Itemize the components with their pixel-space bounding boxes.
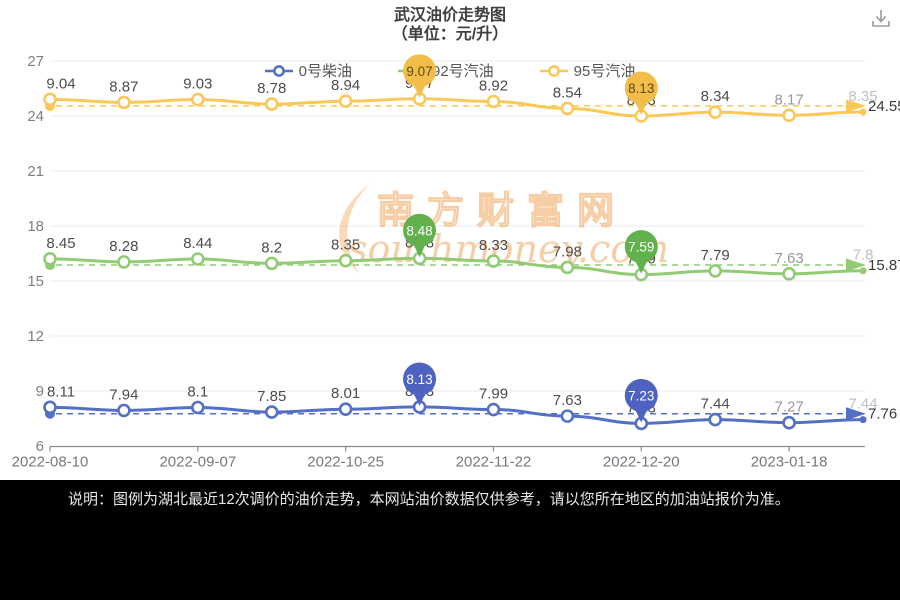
svg-text:8.44: 8.44 xyxy=(183,235,212,252)
svg-text:7.63: 7.63 xyxy=(553,392,582,409)
legend-marker-icon xyxy=(264,64,293,77)
highlight-balloon: 8.13 xyxy=(403,362,437,406)
svg-text:8.34: 8.34 xyxy=(701,88,730,105)
svg-text:8.13: 8.13 xyxy=(406,372,432,387)
svg-text:18: 18 xyxy=(27,218,44,235)
legend-label: 0号柴油 xyxy=(298,63,352,80)
highlight-balloon: 8.48 xyxy=(403,213,437,258)
svg-text:southmoney.com: southmoney.com xyxy=(348,227,669,271)
svg-text:8.94: 8.94 xyxy=(331,77,360,94)
svg-text:12: 12 xyxy=(27,328,44,345)
svg-text:7.76: 7.76 xyxy=(868,406,897,423)
svg-text:7.94: 7.94 xyxy=(109,386,138,403)
legend-item-95-gasoline[interactable]: 95号汽油 xyxy=(539,60,636,81)
svg-text:15: 15 xyxy=(27,273,44,290)
highlight-balloon: 7.59 xyxy=(624,230,658,274)
chart-header: 武汉油价走势图 （单位：元/升） xyxy=(0,6,900,44)
svg-text:8.11: 8.11 xyxy=(47,383,75,400)
download-icon[interactable] xyxy=(868,6,894,32)
svg-text:7.59: 7.59 xyxy=(628,240,654,255)
svg-text:7.44: 7.44 xyxy=(701,396,730,413)
highlight-balloon: 7.23 xyxy=(624,378,658,423)
svg-text:8.92: 8.92 xyxy=(479,78,508,95)
svg-text:7.98: 7.98 xyxy=(553,243,582,260)
svg-text:24: 24 xyxy=(27,108,44,125)
svg-text:7.44: 7.44 xyxy=(848,396,877,413)
svg-text:8.48: 8.48 xyxy=(406,223,432,238)
disclaimer-footer: 说明：图例为湖北最近12次调价的油价走势，本网站油价数据仅供参考，请以您所在地区… xyxy=(0,480,900,600)
svg-text:15.87: 15.87 xyxy=(868,257,900,274)
svg-text:8.28: 8.28 xyxy=(109,238,138,255)
svg-text:7.23: 7.23 xyxy=(628,388,654,403)
chart-subtitle: （单位：元/升） xyxy=(391,26,509,43)
svg-text:7.79: 7.79 xyxy=(701,247,730,264)
svg-text:2022-09-07: 2022-09-07 xyxy=(159,454,236,471)
svg-text:8.78: 8.78 xyxy=(257,80,286,97)
svg-text:7.63: 7.63 xyxy=(774,250,803,267)
svg-text:7.99: 7.99 xyxy=(479,386,508,403)
svg-text:8.17: 8.17 xyxy=(774,91,803,108)
svg-text:7.8: 7.8 xyxy=(853,247,874,264)
svg-text:9.07: 9.07 xyxy=(406,64,432,79)
highlight-balloon: 8.13 xyxy=(624,71,658,115)
svg-text:9: 9 xyxy=(36,383,44,400)
chart-area: 武汉油价走势图 （单位：元/升） 0号柴油 xyxy=(0,0,900,480)
svg-text:8.87: 8.87 xyxy=(109,78,138,95)
highlight-balloon: 9.07 xyxy=(403,54,437,98)
svg-text:8.13: 8.13 xyxy=(628,81,654,96)
disclaimer-text: 说明：图例为湖北最近12次调价的油价走势，本网站油价数据仅供参考，请以您所在地区… xyxy=(68,491,790,508)
svg-text:8.2: 8.2 xyxy=(261,239,282,256)
svg-text:27: 27 xyxy=(27,53,44,70)
svg-text:24.55: 24.55 xyxy=(868,98,900,115)
svg-text:8.54: 8.54 xyxy=(553,84,582,101)
svg-text:9.04: 9.04 xyxy=(46,75,75,92)
svg-text:2022-08-10: 2022-08-10 xyxy=(12,454,89,471)
svg-text:21: 21 xyxy=(27,163,44,180)
legend-label: 92号汽油 xyxy=(431,63,494,80)
svg-text:7.85: 7.85 xyxy=(257,388,286,405)
svg-text:6: 6 xyxy=(36,438,44,455)
svg-text:7.27: 7.27 xyxy=(774,399,803,416)
svg-text:8.35: 8.35 xyxy=(848,88,877,105)
svg-text:8.45: 8.45 xyxy=(46,235,75,252)
svg-text:8.01: 8.01 xyxy=(331,385,360,402)
svg-text:2023-01-18: 2023-01-18 xyxy=(751,454,828,471)
legend-marker-icon xyxy=(539,64,568,77)
legend-label: 95号汽油 xyxy=(573,63,636,80)
svg-text:9.03: 9.03 xyxy=(183,76,212,93)
svg-text:8.1: 8.1 xyxy=(187,384,208,401)
svg-text:2022-11-22: 2022-11-22 xyxy=(456,454,532,471)
svg-text:8.33: 8.33 xyxy=(479,237,508,254)
svg-text:2022-12-20: 2022-12-20 xyxy=(603,454,680,471)
price-trend-chart[interactable]: 南方财富网 southmoney.com 2022-08-10 2022-09-0… xyxy=(0,0,900,480)
legend-item-0-diesel[interactable]: 0号柴油 xyxy=(264,60,352,81)
chart-title: 武汉油价走势图 xyxy=(393,7,506,24)
svg-text:2022-10-25: 2022-10-25 xyxy=(307,454,384,471)
svg-text:8.35: 8.35 xyxy=(331,237,360,254)
